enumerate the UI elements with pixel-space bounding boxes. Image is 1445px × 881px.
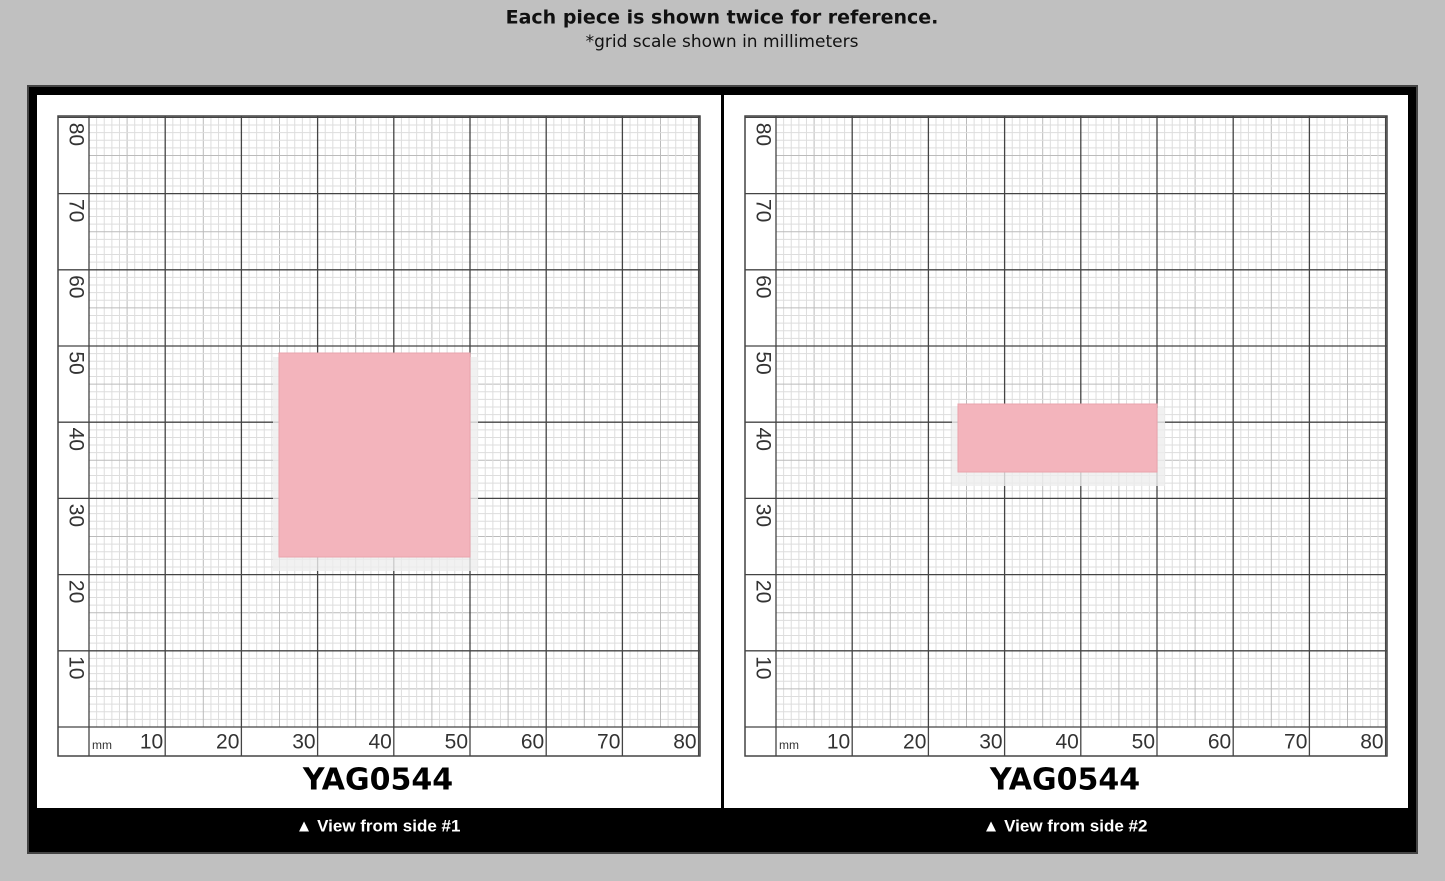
y-tick-label: 10 (64, 656, 87, 679)
x-tick-label: 10 (140, 731, 163, 754)
x-tick-label: 80 (1360, 731, 1383, 754)
x-tick-label: 50 (1132, 731, 1155, 754)
y-tick-label: 40 (751, 428, 774, 451)
title: Each piece is shown twice for reference. (506, 7, 939, 29)
y-tick-label: 30 (751, 504, 774, 527)
y-tick-label: 60 (751, 275, 774, 298)
x-tick-label: 40 (1055, 731, 1078, 754)
unit-label: mm (92, 738, 112, 752)
y-tick-label: 60 (64, 275, 87, 298)
panels: mm 10 10 20 20 30 30 40 40 50 50 60 60 70 70 80 80 YAG054… (37, 95, 1408, 835)
grid-border (57, 115, 701, 757)
x-tick-label: 70 (597, 731, 620, 754)
x-tick-label: 40 (368, 731, 391, 754)
y-tick-label: 70 (751, 199, 774, 222)
x-tick-label: 60 (1208, 731, 1231, 754)
y-tick-label: 40 (64, 428, 87, 451)
piece (957, 403, 1158, 473)
x-tick-label: 10 (827, 731, 850, 754)
caption: ▲ View from side #1 (296, 816, 461, 835)
grid-border (744, 115, 1388, 757)
x-tick-label: 20 (903, 731, 926, 754)
x-tick-label: 60 (521, 731, 544, 754)
y-tick-label: 50 (64, 351, 87, 374)
x-tick-label: 50 (445, 731, 468, 754)
y-tick-label: 20 (64, 580, 87, 603)
x-tick-label: 80 (673, 731, 696, 754)
x-tick-label: 30 (292, 731, 315, 754)
piece-label: YAG0544 (302, 763, 453, 798)
y-tick-label: 30 (64, 504, 87, 527)
y-tick-label: 50 (751, 351, 774, 374)
subtitle: *grid scale shown in millimeters (586, 32, 859, 52)
y-tick-label: 70 (64, 199, 87, 222)
y-tick-label: 80 (64, 123, 87, 146)
unit-label: mm (779, 738, 799, 752)
piece (278, 352, 471, 558)
x-tick-label: 30 (979, 731, 1002, 754)
panel: mm 10 10 20 20 30 30 40 40 50 50 60 60 70 70 80 80 YAG054… (37, 95, 721, 835)
x-tick-label: 70 (1284, 731, 1307, 754)
caption: ▲ View from side #2 (983, 816, 1148, 835)
panel: mm 10 10 20 20 30 30 40 40 50 50 60 60 70 70 80 80 YAG054… (724, 95, 1408, 835)
y-tick-label: 10 (751, 656, 774, 679)
y-tick-label: 20 (751, 580, 774, 603)
y-tick-label: 80 (751, 123, 774, 146)
x-tick-label: 20 (216, 731, 239, 754)
piece-label: YAG0544 (989, 763, 1140, 798)
